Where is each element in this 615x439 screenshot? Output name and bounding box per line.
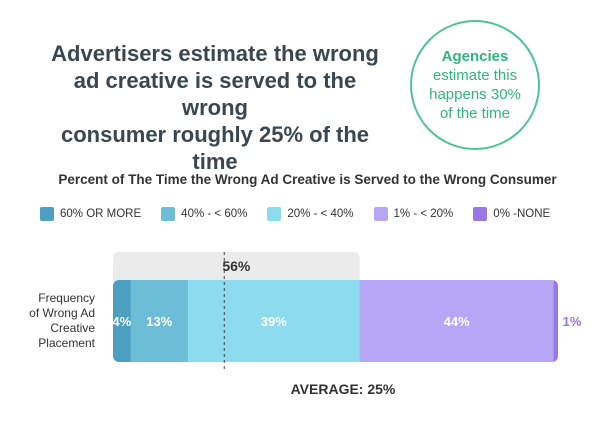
- legend-item-2: 20% - < 40%: [267, 207, 354, 221]
- average-label: AVERAGE: 25%: [291, 381, 396, 397]
- headline-line-3: consumer roughly 25% of the time: [60, 122, 370, 174]
- bar-segment-1: [130, 280, 189, 362]
- bar-label-1: 13%: [146, 314, 172, 329]
- callout-line-4: of the time: [439, 105, 511, 122]
- callout-line-2: estimate this: [432, 67, 518, 84]
- bar-segment-0: [113, 280, 132, 362]
- headline-line-2: ad creative is served to the wrong: [73, 68, 357, 120]
- headline: Advertisers estimate the wrong ad creati…: [40, 40, 390, 175]
- legend-item-3: 1% - < 20%: [373, 207, 454, 221]
- legend-item-4: 0% -NONE: [473, 207, 550, 221]
- legend-item-1: 40% - < 60%: [161, 207, 247, 221]
- bar-label-3: 44%: [444, 314, 470, 329]
- bar-segments: [113, 280, 558, 362]
- bar-label-2: 39%: [261, 314, 287, 329]
- legend-item-0: 60% OR MORE: [40, 207, 141, 221]
- callout-line-3: happens 30%: [429, 86, 521, 103]
- headline-line-1: Advertisers estimate the wrong: [51, 41, 379, 66]
- chart-title: Percent of The Time the Wrong Ad Creativ…: [58, 172, 557, 187]
- bracket-label: 56%: [222, 258, 251, 274]
- legend-label-0: 60% OR MORE: [60, 208, 142, 220]
- legend-swatch-0: [40, 207, 54, 221]
- row-label: Frequency of Wrong Ad Creative Placement: [0, 291, 95, 351]
- legend-label-3: 1% - < 20%: [393, 208, 454, 220]
- bar-segment-2: [187, 280, 361, 362]
- bar-segment-3: [359, 280, 555, 362]
- legend-swatch-1: [161, 207, 176, 221]
- row-label-line-0: Frequency: [38, 291, 95, 305]
- row-label-line-1: of Wrong Ad: [29, 306, 95, 320]
- agencies-callout-circle: Agencies estimate this happens 30% of th…: [410, 20, 540, 150]
- bar-segment-4: [553, 280, 558, 362]
- legend-swatch-3: [373, 207, 388, 221]
- row-label-line-2: Creative: [50, 321, 95, 335]
- legend-swatch-4: [473, 207, 488, 221]
- callout-line-1: Agencies: [441, 48, 509, 65]
- legend-swatch-2: [267, 207, 282, 221]
- bracket-background: [113, 252, 360, 282]
- legend-label-1: 40% - < 60%: [181, 208, 248, 220]
- legend-label-4: 0% -NONE: [493, 208, 551, 220]
- row-label-line-3: Placement: [38, 336, 95, 350]
- bar-label-0: 4%: [112, 314, 131, 329]
- legend-label-2: 20% - < 40%: [287, 208, 354, 220]
- bar-label-4: 1%: [563, 314, 582, 329]
- legend: 60% OR MORE 40% - < 60% 20% - < 40% 1% - < …: [40, 207, 550, 221]
